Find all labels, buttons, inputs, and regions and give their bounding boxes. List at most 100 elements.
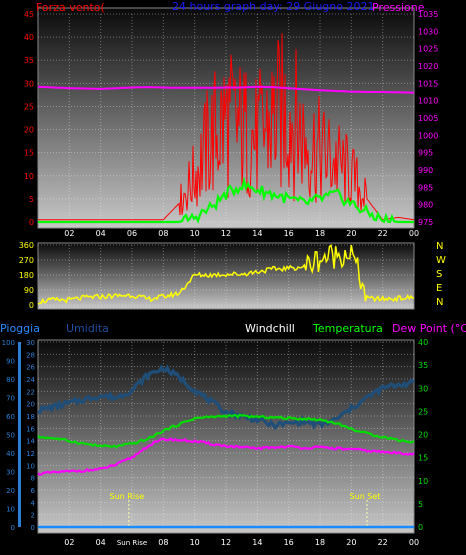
p1-left-tick-3: 15 [24, 149, 34, 158]
legend-humidity: Umidita [66, 322, 109, 335]
p1-x-tick-5: 12 [221, 229, 231, 238]
p1-right-tick-9: 1020 [418, 62, 438, 71]
p3-outer-tick-3: 30 [6, 469, 15, 477]
p3-x-tick-8: 18 [315, 538, 325, 547]
p1-right-tick-12: 1035 [418, 10, 438, 19]
p3-inner-tick-3: 6 [31, 487, 36, 495]
p1-right-tick-3: 990 [418, 166, 433, 175]
p2-left-tick-1: 90 [24, 286, 34, 295]
p3-outer-tick-7: 70 [6, 395, 15, 403]
p3-x-tick-2: Sun Rise [117, 539, 147, 547]
legend-windchill: Windchill [245, 322, 295, 335]
title-pressure: Pressione [372, 1, 425, 14]
p3-inner-tick-4: 8 [31, 475, 35, 483]
p3-x-tick-5: 12 [221, 538, 231, 547]
p3-x-tick-11: 00 [409, 538, 419, 547]
p3-x-tick-7: 16 [284, 538, 294, 547]
p3-inner-tick-9: 18 [26, 413, 35, 421]
p1-left-tick-4: 20 [24, 126, 34, 135]
p3-x-tick-0: 02 [64, 538, 74, 547]
p3-x-tick-1: 04 [96, 538, 106, 547]
p1-x-tick-4: 10 [190, 229, 200, 238]
p2-compass-2: S [436, 269, 442, 280]
p2-left-tick-4: 360 [19, 241, 34, 250]
p3-right-tick-6: 30 [418, 384, 428, 393]
legend-dewpoint: Dew Point (°C) [392, 322, 466, 335]
p2-compass-4: N [436, 297, 443, 308]
p2-compass-3: E [436, 283, 442, 294]
series-temperature [37, 413, 415, 449]
p3-inner-tick-2: 4 [31, 499, 36, 507]
p3-inner-tick-10: 20 [26, 401, 35, 409]
p3-right-tick-3: 15 [418, 454, 428, 463]
p1-x-tick-0: 02 [64, 229, 74, 238]
p3-inner-tick-6: 12 [26, 450, 35, 458]
p3-right-tick-4: 20 [418, 431, 428, 440]
p3-outer-tick-2: 20 [6, 487, 15, 495]
series-wind-gust [38, 176, 414, 224]
p3-right-tick-2: 10 [418, 477, 428, 486]
p3-inner-tick-1: 2 [31, 512, 35, 520]
p3-x-tick-9: 20 [346, 538, 356, 547]
p1-x-tick-6: 14 [252, 229, 262, 238]
p1-left-tick-5: 25 [24, 102, 34, 111]
legend-rain: Pioggia [0, 322, 40, 335]
p1-right-tick-1: 980 [418, 201, 433, 210]
p1-x-tick-3: 08 [158, 229, 168, 238]
p1-right-tick-5: 1000 [418, 131, 438, 140]
p1-x-tick-9: 20 [346, 229, 356, 238]
p3-outer-tick-4: 40 [6, 450, 15, 458]
p1-right-tick-6: 1005 [418, 114, 438, 123]
p3-outer-tick-10: 100 [2, 339, 15, 347]
p3-sun-label-0: Sun Rise [110, 492, 145, 501]
p1-right-tick-11: 1030 [418, 27, 438, 36]
p3-right-tick-0: 0 [418, 523, 423, 532]
p3-right-tick-5: 25 [418, 407, 428, 416]
series-dewpoint [37, 437, 415, 477]
p2-left-tick-0: 0 [29, 301, 34, 310]
p3-right-tick-1: 5 [418, 500, 423, 509]
p3-rain-axis-bar [18, 342, 21, 527]
p3-sun-label-1: Sun Set [350, 492, 381, 501]
p1-left-tick-7: 35 [24, 56, 34, 65]
p1-x-tick-10: 22 [378, 229, 388, 238]
p3-inner-tick-15: 30 [26, 339, 35, 347]
title-wind-speed: Forza vento( [36, 1, 105, 14]
p1-right-tick-4: 995 [418, 149, 433, 158]
p1-x-tick-11: 00 [409, 229, 419, 238]
p1-left-tick-8: 40 [24, 33, 34, 42]
p3-inner-tick-11: 22 [26, 388, 35, 396]
p1-right-tick-8: 1015 [418, 79, 438, 88]
p1-right-tick-2: 985 [418, 183, 433, 192]
p1-left-tick-9: 45 [24, 10, 34, 19]
p3-inner-tick-12: 24 [26, 376, 35, 384]
p1-left-tick-6: 30 [24, 79, 34, 88]
p1-x-tick-2: 06 [127, 229, 137, 238]
p2-compass-0: N [436, 241, 443, 252]
p1-x-tick-7: 16 [284, 229, 294, 238]
p3-outer-tick-9: 90 [6, 358, 15, 366]
p1-x-tick-1: 04 [96, 229, 106, 238]
p3-outer-tick-8: 80 [6, 376, 15, 384]
p2-compass-1: W [436, 255, 446, 266]
series-wind-direction [37, 243, 415, 305]
p3-outer-tick-5: 50 [6, 432, 15, 440]
p2-left-tick-2: 180 [19, 271, 34, 280]
p2-left-tick-3: 270 [19, 256, 34, 265]
p3-inner-tick-13: 26 [26, 364, 35, 372]
p1-right-tick-7: 1010 [418, 97, 438, 106]
p3-x-tick-3: 08 [158, 538, 168, 547]
p3-outer-tick-6: 60 [6, 413, 15, 421]
p1-right-tick-0: 975 [418, 218, 433, 227]
panel3-bg [37, 339, 415, 534]
p3-right-tick-8: 40 [418, 338, 428, 347]
p1-left-tick-2: 10 [24, 172, 34, 181]
series-pressure [37, 85, 415, 94]
p1-left-tick-0: 0 [29, 218, 34, 227]
p3-x-tick-10: 22 [378, 538, 388, 547]
p1-left-tick-1: 5 [29, 195, 34, 204]
p3-x-tick-6: 14 [252, 538, 262, 547]
p3-inner-tick-8: 16 [26, 425, 35, 433]
p3-inner-tick-14: 28 [26, 351, 35, 359]
